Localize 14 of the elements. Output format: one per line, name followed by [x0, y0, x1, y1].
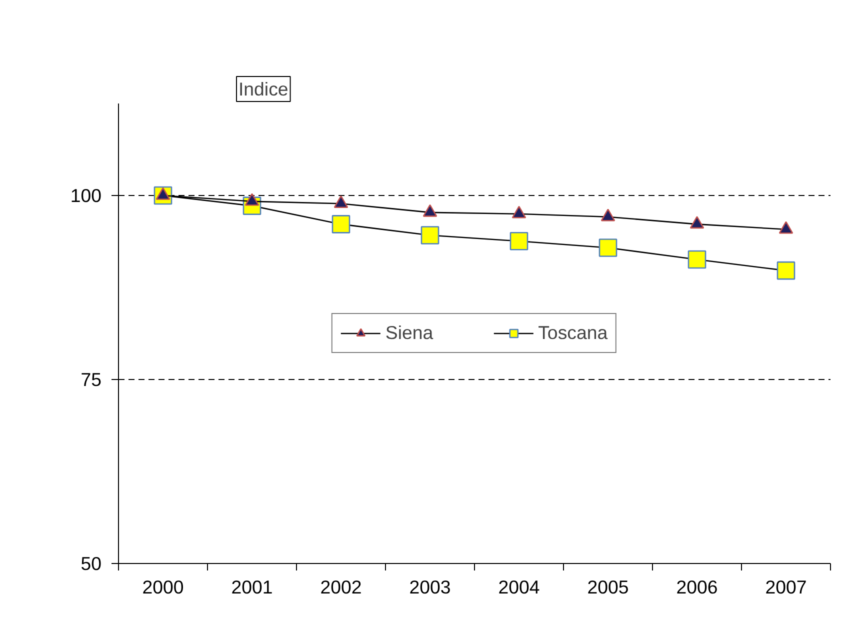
x-tick-label: 2003 [409, 576, 451, 598]
legend-label: Toscana [538, 322, 608, 344]
x-tick-label: 2002 [320, 576, 362, 598]
y-tick-label: 100 [70, 185, 102, 206]
x-tick-label: 2001 [231, 576, 273, 598]
x-tick-label: 2004 [498, 576, 540, 598]
x-tick-label: 2006 [676, 576, 718, 598]
x-tick-label: 2007 [765, 576, 807, 598]
x-tick-label: 2005 [587, 576, 629, 598]
y-tick-label: 75 [80, 369, 102, 390]
y-tick-label: 50 [80, 553, 102, 574]
x-tick-label: 2000 [142, 576, 184, 598]
legend-label: Siena [385, 322, 434, 344]
text: Indice [238, 78, 288, 100]
